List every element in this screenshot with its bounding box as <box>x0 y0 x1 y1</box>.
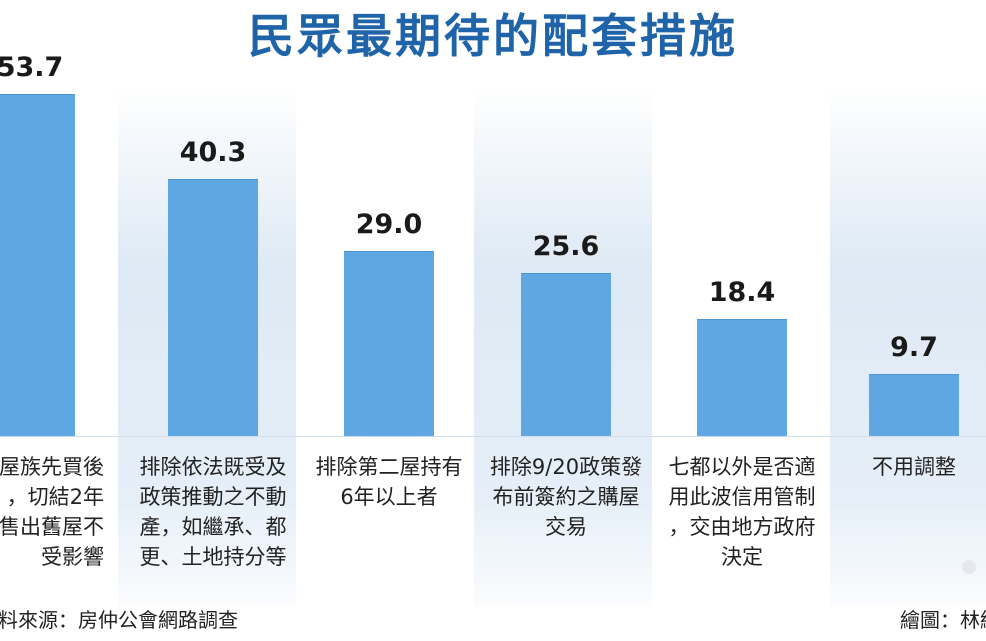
bar <box>869 374 959 437</box>
bar <box>344 251 434 437</box>
category-label: 排除第二屋持有 6年以上者 <box>315 455 463 509</box>
background-stripe <box>830 86 986 606</box>
bar-value-label: 40.3 <box>179 137 247 169</box>
bar-value-label: 18.4 <box>708 276 776 308</box>
bar-value-label: 25.6 <box>532 230 600 262</box>
category-label: 排除9/20政策發 布前簽約之購屋 交易 <box>489 455 643 539</box>
x-axis-baseline <box>0 436 986 437</box>
watermark-dot <box>962 560 976 574</box>
bar-value-label: 29.0 <box>355 209 423 241</box>
bar-value-label: 9.7 <box>890 332 938 364</box>
bar <box>697 318 787 437</box>
category-label: 七都以外是否適 用此波信用管制 ，交由地方政府 決定 <box>668 455 816 569</box>
data-source-note: 料來源：房仲公會網路調查 <box>0 608 238 632</box>
category-label: 排除依法既受及 政策推動之不動 產，如繼承、都 更、土地持分等 <box>139 455 287 569</box>
bar-value-label: 53.7 <box>0 52 64 83</box>
category-label: 不用調整 <box>872 455 956 479</box>
chart-title: 民眾最期待的配套措施 <box>248 9 738 63</box>
bar <box>168 179 258 437</box>
bar <box>0 94 75 437</box>
bar <box>521 272 611 437</box>
graphic-credit: 繪圖：林綿 <box>900 608 986 632</box>
category-label: 屋族先買後 ，切結2年 售出舊屋不 受影響 <box>0 455 104 569</box>
